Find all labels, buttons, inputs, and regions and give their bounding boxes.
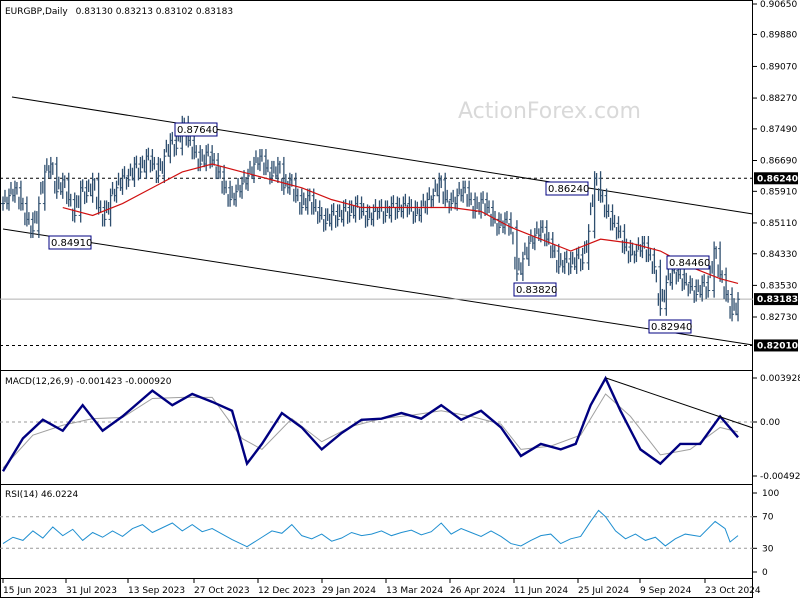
macd-trendline <box>605 377 754 429</box>
x-tick-label: 27 Oct 2023 <box>194 586 250 596</box>
price-label-text: 0.84910 <box>51 238 92 249</box>
watermark: ActionForex.com <box>458 99 641 124</box>
price-label-box <box>666 255 710 270</box>
y-tick-label: 0.89070 <box>760 62 797 72</box>
price-label-box <box>513 282 557 297</box>
price-label-box <box>545 181 589 196</box>
x-tick-label: 26 Apr 2024 <box>450 586 506 596</box>
y-tick-label: 0.84330 <box>760 250 797 260</box>
level-tag-bg <box>754 172 798 185</box>
channel-upper-line <box>11 96 754 215</box>
level-tag: 0.82010 <box>757 341 798 351</box>
rsi-pane-title: RSI(14) 46.0224 <box>5 490 78 500</box>
y-tick-label: 0.86690 <box>760 157 797 167</box>
y-tick-label: 0.90650 <box>760 0 797 10</box>
channel-lower-line <box>2 228 754 346</box>
y-tick-label: 0.82730 <box>760 313 797 323</box>
x-tick-label: 11 Jun 2024 <box>514 586 568 596</box>
x-tick-label: 13 Mar 2024 <box>386 586 443 596</box>
y-tick-label: 0.85910 <box>760 187 797 197</box>
x-tick-label: 9 Sep 2024 <box>640 586 692 596</box>
price-y-axis: 0.90650 0.89880 0.89070 0.88270 0.87490 0.866… <box>753 0 798 352</box>
x-tick-label: 31 Jul 2023 <box>66 586 117 596</box>
price-label-box <box>648 319 692 334</box>
macd-pane: 0.003928 0.00 -0.004929 <box>0 374 800 482</box>
macd-pane-title: MACD(12,26,9) -0.001423 -0.000920 <box>5 377 172 387</box>
x-tick-label: 23 Oct 2024 <box>705 586 761 596</box>
rsi-line <box>2 509 739 548</box>
rsi-y-tick-label: 70 <box>762 513 774 523</box>
macd-y-tick-label: 0.003928 <box>760 374 800 384</box>
symbol-timeframe: EURGBP,Daily <box>5 7 68 17</box>
price-label-text: 0.83820 <box>516 285 557 296</box>
moving-average <box>62 163 739 284</box>
y-tick-label: 0.89880 <box>760 30 797 40</box>
macd-y-tick-label: -0.004929 <box>760 472 800 482</box>
y-tick-label: 0.85110 <box>760 219 797 229</box>
price-label-text: 0.82940 <box>651 322 692 333</box>
level-tag-bg <box>754 339 798 352</box>
rsi-pane: 100 70 30 0 <box>0 489 779 578</box>
last-price-tag-bg <box>754 293 798 306</box>
rsi-y-tick-label: 100 <box>762 489 779 499</box>
x-axis: 15 Jun 2023 31 Jul 2023 13 Sep 2023 27 Oct … <box>2 578 761 596</box>
price-label-box <box>48 235 92 250</box>
ohlc-values: 0.83130 0.83213 0.83102 0.83183 <box>76 7 233 17</box>
moving-average-line <box>62 163 739 284</box>
price-label-box <box>174 122 218 137</box>
rsi-y-tick-label: 0 <box>762 568 768 578</box>
price-label-text: 0.86240 <box>548 184 589 195</box>
x-tick-label: 12 Dec 2023 <box>258 586 316 596</box>
price-bars <box>1 115 741 322</box>
trend-channel <box>2 96 754 346</box>
last-price-tag: 0.83183 <box>757 295 798 305</box>
x-tick-label: 13 Sep 2023 <box>128 586 185 596</box>
price-label-text: 0.87640 <box>177 125 218 136</box>
x-tick-label: 29 Jan 2024 <box>322 586 376 596</box>
x-tick-label: 15 Jun 2023 <box>3 586 57 596</box>
price-pane-title: EURGBP,Daily 0.83130 0.83213 0.83102 0.8… <box>5 7 233 17</box>
x-tick-label: 25 Jul 2024 <box>578 586 629 596</box>
y-tick-label: 0.83530 <box>760 281 797 291</box>
macd-main-line <box>1 375 739 472</box>
horizontal-levels <box>0 177 753 346</box>
y-tick-label: 0.87490 <box>760 125 797 135</box>
price-annotations: 0.87640 0.84910 0.86240 0.83820 0.84460 0.829… <box>48 122 710 334</box>
level-tag: 0.86240 <box>757 174 798 184</box>
y-tick-label: 0.88270 <box>760 94 797 104</box>
price-label-text: 0.84460 <box>669 258 710 269</box>
rsi-y-tick-label: 30 <box>762 544 774 554</box>
macd-y-tick-label: 0.00 <box>760 418 780 428</box>
